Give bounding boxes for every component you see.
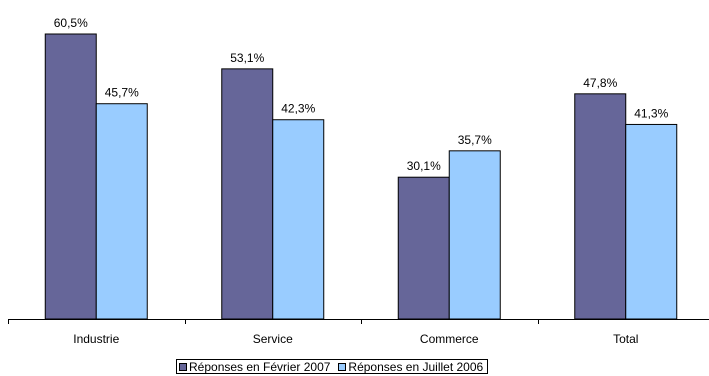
bar-service-series-1 (221, 68, 274, 320)
legend-swatch-series-2 (338, 362, 347, 371)
x-axis (8, 319, 709, 324)
data-label-industrie-series-1: 60,5% (54, 16, 88, 30)
bar-total-series-2 (625, 123, 678, 320)
legend-swatch-series-1 (179, 362, 187, 371)
legend-label-series-2: Réponses en Juillet 2006 (348, 359, 484, 374)
x-tick-label-total: Total (613, 332, 638, 346)
bars-layer (44, 33, 678, 320)
x-tick-label-commerce: Commerce (420, 332, 479, 346)
bar-service-series-2 (272, 119, 325, 320)
data-label-total-series-2: 41,3% (634, 106, 668, 120)
data-label-industrie-series-2: 45,7% (105, 86, 139, 100)
legend: Réponses en Février 2007 Réponses en Jui… (176, 359, 489, 374)
x-tick-label-industrie: Industrie (73, 332, 119, 346)
legend-item-series-1: Réponses en Février 2007 (179, 360, 330, 374)
bar-commerce-series-2 (448, 150, 501, 320)
data-labels-layer: 60,5% 45,7% 53,1% 42,3% 30,1% 35,7% 47,8% 41,3% (54, 16, 669, 173)
x-tick-labels: Industrie Service Commerce Total (73, 332, 638, 346)
data-label-commerce-series-1: 30,1% (407, 159, 441, 173)
legend-item-series-2: Réponses en Juillet 2006 (338, 360, 483, 374)
bar-total-series-1 (574, 93, 627, 320)
data-label-service-series-1: 53,1% (230, 51, 264, 65)
x-tick-label-service: Service (253, 332, 293, 346)
legend-label-series-1: Réponses en Février 2007 (189, 359, 331, 374)
bar-commerce-series-1 (397, 176, 450, 320)
data-label-commerce-series-2: 35,7% (458, 133, 492, 147)
bar-industrie-series-2 (95, 103, 148, 320)
data-label-total-series-1: 47,8% (583, 76, 617, 90)
bar-industrie-series-1 (44, 33, 97, 320)
data-label-service-series-2: 42,3% (281, 102, 315, 116)
